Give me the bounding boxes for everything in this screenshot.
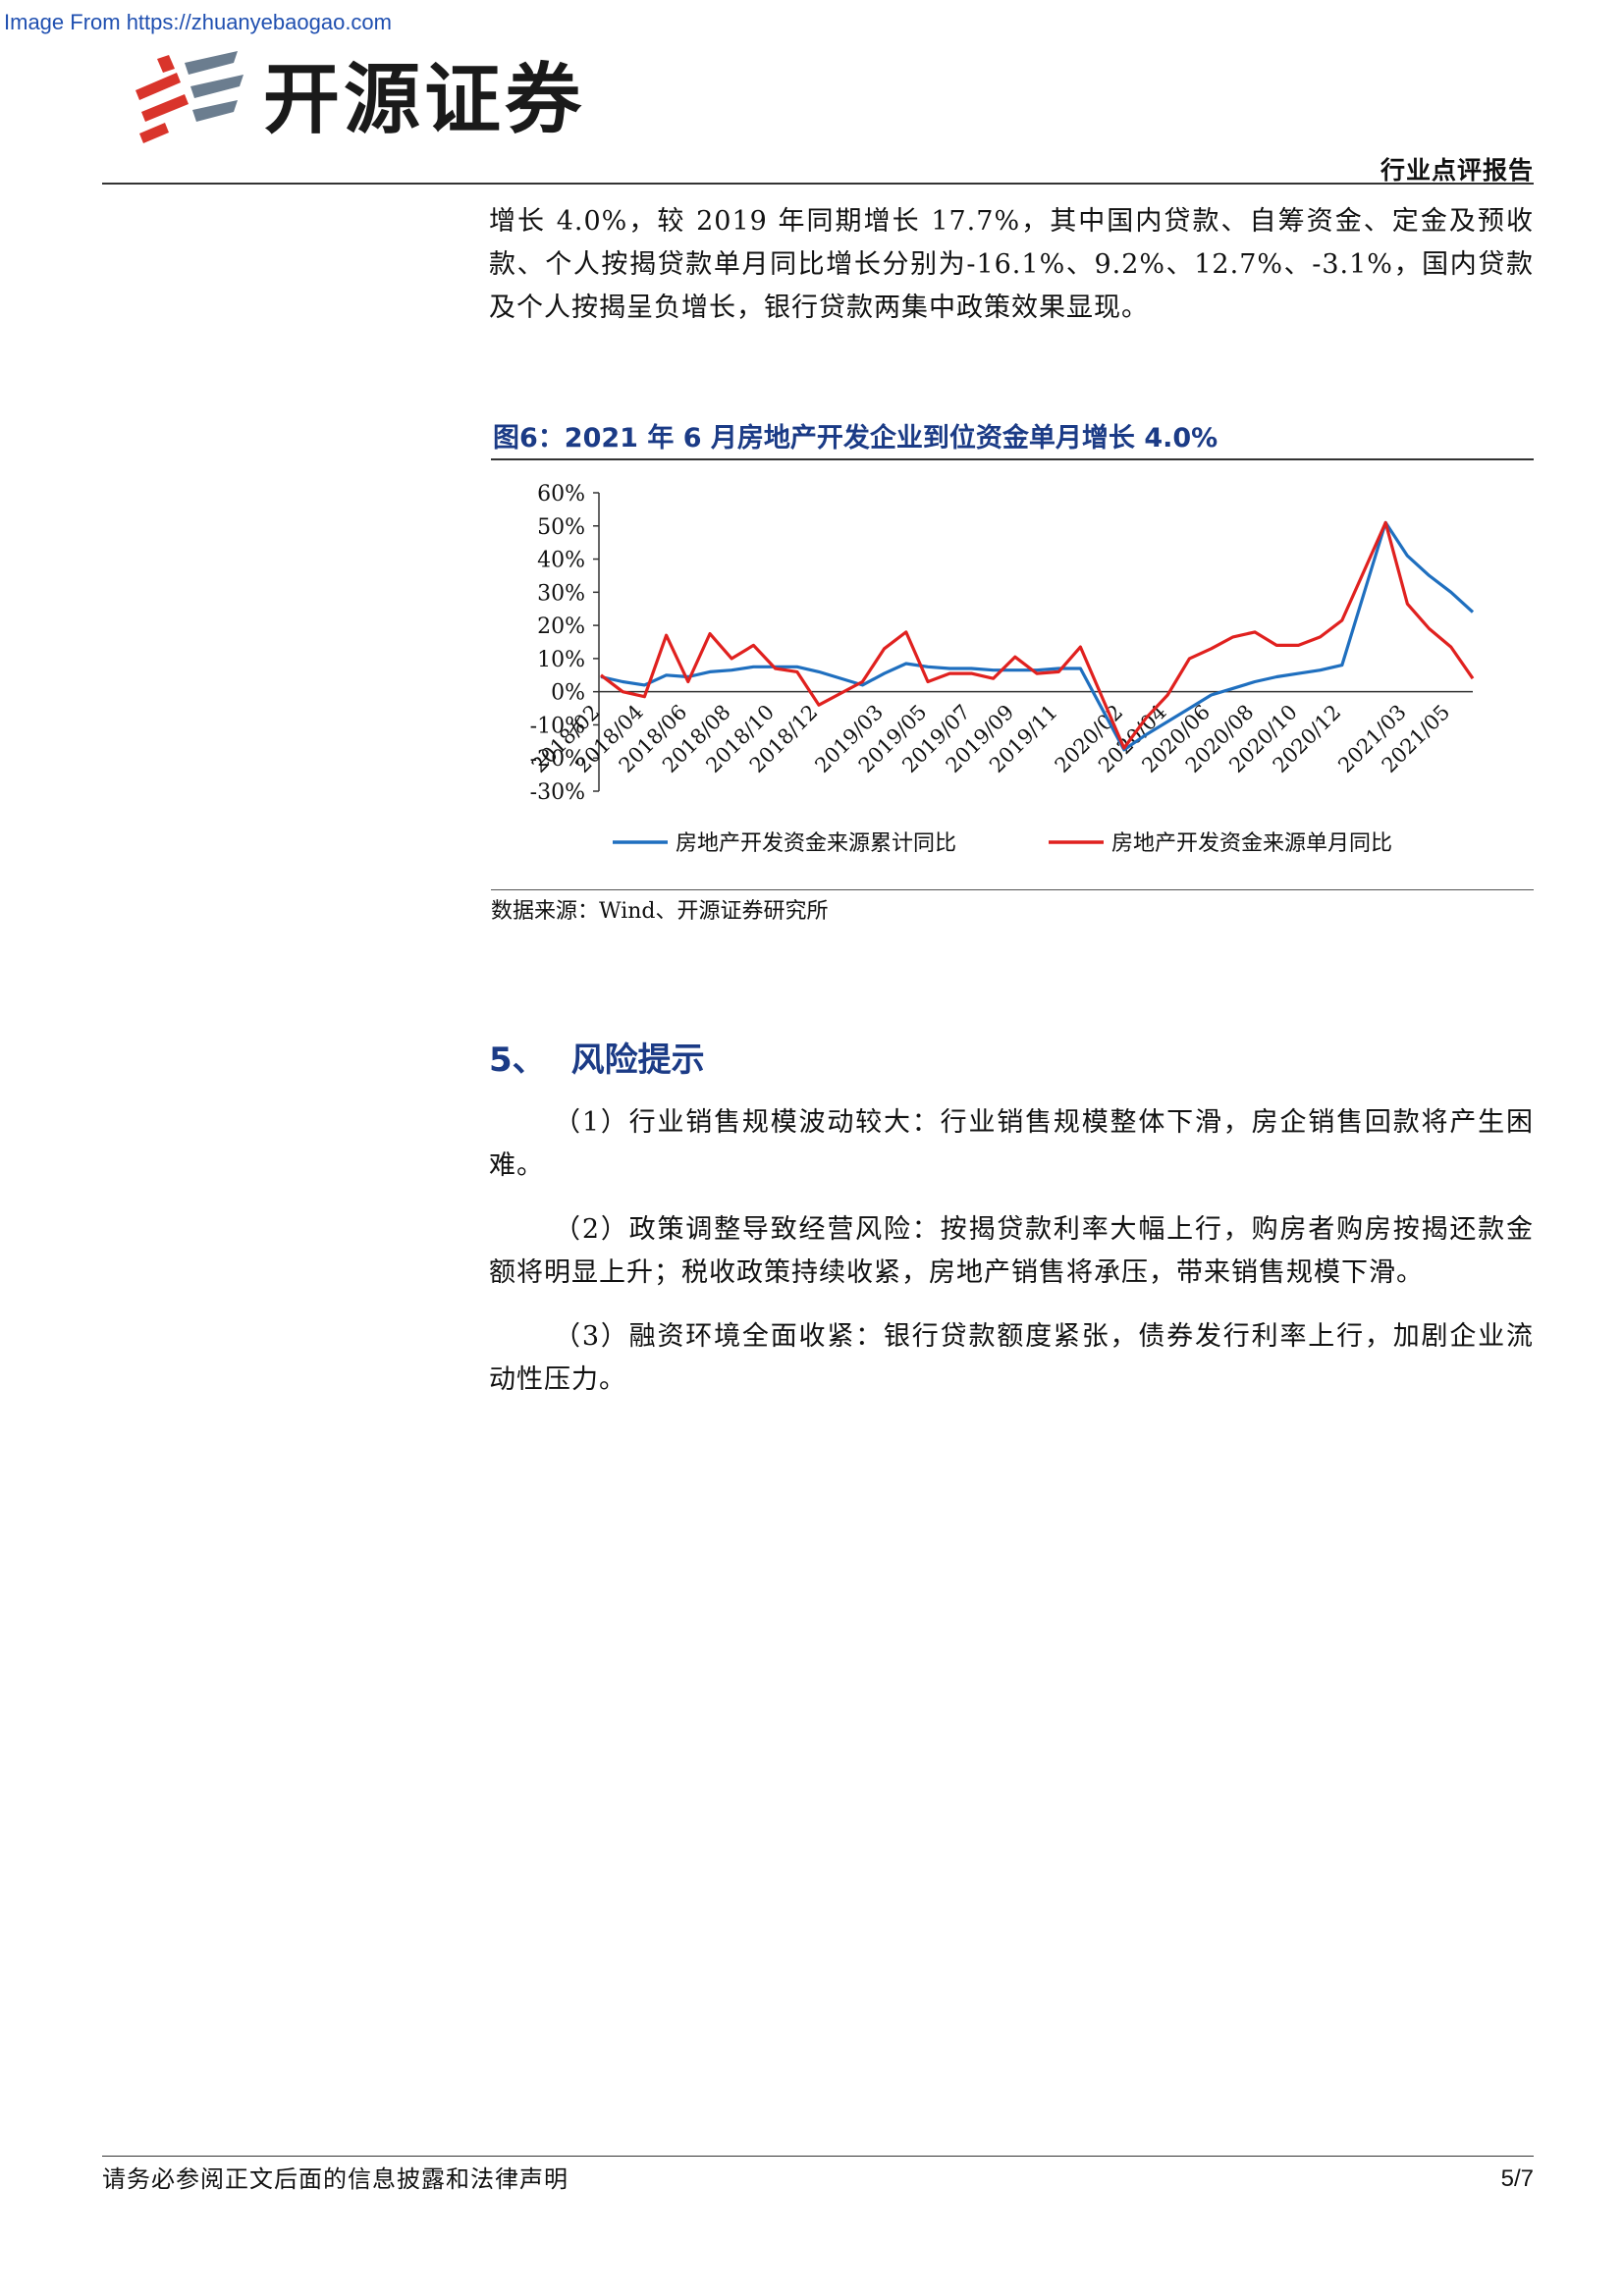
- company-logo-icon: [135, 51, 245, 145]
- y-tick-label: -10%: [530, 714, 585, 738]
- risk-item: （1）行业销售规模波动较大：行业销售规模整体下滑，房企销售回款将产生困难。: [489, 1107, 1534, 1181]
- intro-paragraph: 增长 4.0%，较 2019 年同期增长 17.7%，其中国内贷款、自筹资金、定…: [489, 206, 1534, 323]
- y-tick-label: 20%: [537, 614, 585, 639]
- legend-label: 房地产开发资金来源累计同比: [676, 831, 956, 856]
- legend-label: 房地产开发资金来源单月同比: [1111, 831, 1392, 856]
- company-name: 开源证券: [263, 56, 586, 144]
- report-type-label: 行业点评报告: [1380, 156, 1534, 185]
- risk-item: （3）融资环境全面收紧：银行贷款额度紧张，债券发行利率上行，加剧企业流动性压力。: [489, 1321, 1534, 1395]
- footer-divider: [102, 2156, 1534, 2157]
- figure-source: 数据来源：Wind、开源证券研究所: [491, 899, 829, 924]
- header-divider: [102, 183, 1534, 185]
- funding-growth-chart: 60% 50% 40% 30% 20% 10% 0% -10% -20% -30% 2018/02 2…: [491, 471, 1534, 893]
- section-number: 5、: [489, 1041, 546, 1080]
- y-tick-label: -20%: [530, 747, 585, 772]
- y-tick-label: 40%: [537, 549, 585, 573]
- y-tick-label: 30%: [537, 581, 585, 606]
- figure-title-divider: [491, 458, 1534, 460]
- y-tick-label: 0%: [551, 681, 585, 706]
- y-tick-label: -30%: [530, 780, 585, 805]
- source-divider: [491, 889, 1534, 890]
- figure-title: 图6：2021 年 6 月房地产开发企业到位资金单月增长 4.0%: [493, 423, 1218, 454]
- y-tick-label: 50%: [537, 515, 585, 540]
- y-tick-label: 10%: [537, 648, 585, 672]
- source-watermark: Image From https://zhuanyebaogao.com: [4, 10, 392, 34]
- series-line-1: [600, 520, 1475, 752]
- section-title: 风险提示: [570, 1041, 705, 1080]
- series-line-2: [600, 520, 1475, 750]
- chart-canvas: 60%50%40%30%20%10%0%-10%-20%-30%2018/022…: [527, 482, 1475, 856]
- section-heading: 5、 风险提示: [489, 1033, 705, 1081]
- footer-disclaimer: 请务必参阅正文后面的信息披露和法律声明: [102, 2165, 568, 2193]
- page-number: 5/7: [1500, 2165, 1534, 2192]
- risk-item: （2）政策调整导致经营风险：按揭贷款利率大幅上行，购房者购房按揭还款金额将明显上…: [489, 1214, 1534, 1288]
- y-tick-label: 60%: [537, 482, 585, 507]
